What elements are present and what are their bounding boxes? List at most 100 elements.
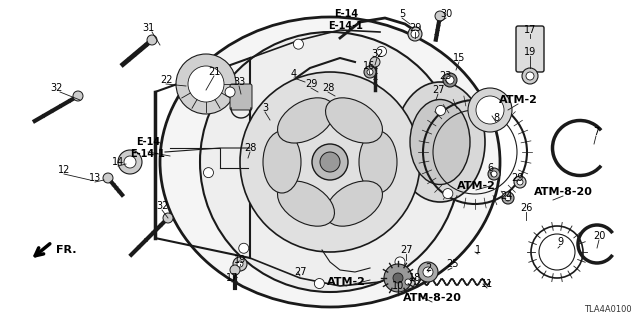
Text: 2: 2 [425,263,431,273]
Text: 33: 33 [233,77,245,87]
Circle shape [502,192,514,204]
Circle shape [124,156,136,168]
Text: 17: 17 [524,25,536,35]
Circle shape [73,91,83,101]
Text: 22: 22 [160,75,172,85]
Circle shape [468,88,512,132]
Circle shape [293,39,303,49]
Text: 20: 20 [593,231,605,241]
Circle shape [514,176,526,188]
Ellipse shape [359,131,397,193]
Text: 11: 11 [481,279,493,289]
Text: 8: 8 [493,113,499,123]
Circle shape [320,152,340,172]
Ellipse shape [278,98,335,143]
Text: 29: 29 [511,173,523,183]
Circle shape [237,261,243,267]
Circle shape [230,265,240,275]
Circle shape [443,188,453,199]
Text: 1: 1 [475,245,481,255]
Text: 32: 32 [371,49,383,59]
Circle shape [103,173,113,183]
Text: 12: 12 [58,165,70,175]
Text: E-14
E-14-1: E-14 E-14-1 [328,9,364,31]
Circle shape [491,171,497,177]
Text: 19: 19 [524,47,536,57]
Text: 28: 28 [322,83,334,93]
Text: TLA4A0100: TLA4A0100 [584,305,632,314]
Circle shape [312,144,348,180]
Text: 19: 19 [234,255,246,265]
Text: 4: 4 [291,69,297,79]
Text: 3: 3 [262,103,268,113]
FancyBboxPatch shape [230,84,252,110]
Text: 27: 27 [432,85,444,95]
Ellipse shape [160,17,500,307]
Circle shape [204,168,214,178]
Circle shape [163,213,173,223]
Text: 27: 27 [294,267,307,277]
Circle shape [435,11,445,21]
Circle shape [395,257,405,267]
Circle shape [233,257,247,271]
Circle shape [411,30,419,38]
Circle shape [517,179,523,185]
Circle shape [314,278,324,289]
Circle shape [364,66,376,78]
Text: ATM-2: ATM-2 [326,277,365,287]
Text: 10: 10 [392,281,404,291]
Circle shape [147,35,157,45]
Circle shape [423,267,433,277]
Ellipse shape [326,181,383,226]
Ellipse shape [410,100,470,185]
Text: 16: 16 [363,61,375,71]
Circle shape [188,66,224,102]
Text: ATM-8-20: ATM-8-20 [403,293,461,303]
Ellipse shape [326,98,383,143]
Text: 25: 25 [445,259,458,269]
Circle shape [418,262,438,282]
Circle shape [436,106,445,116]
Circle shape [476,96,504,124]
Circle shape [401,275,415,289]
Ellipse shape [263,131,301,193]
Circle shape [240,72,420,252]
Circle shape [367,69,373,75]
Circle shape [239,243,249,253]
Circle shape [118,150,142,174]
Text: 15: 15 [453,53,465,63]
Text: 27: 27 [400,245,412,255]
Circle shape [443,73,457,87]
Text: 29: 29 [305,79,317,89]
Text: 31: 31 [142,23,154,33]
Text: ATM-2: ATM-2 [456,181,495,191]
Circle shape [446,76,454,84]
Text: E-14
E-14-1: E-14 E-14-1 [131,137,165,159]
Circle shape [408,27,422,41]
Text: 17: 17 [226,273,238,283]
Text: 21: 21 [208,67,220,77]
Text: 7: 7 [593,127,599,137]
Text: 29: 29 [409,23,421,33]
FancyBboxPatch shape [516,26,544,72]
Text: ATM-2: ATM-2 [499,95,538,105]
Circle shape [393,273,403,283]
Text: 26: 26 [520,203,532,213]
Text: 5: 5 [399,9,405,19]
Circle shape [488,168,500,180]
Text: FR.: FR. [56,245,77,255]
Circle shape [376,46,387,56]
Text: 30: 30 [440,9,452,19]
Circle shape [370,57,380,67]
Text: 18: 18 [409,273,421,283]
Circle shape [505,195,511,201]
Circle shape [384,264,412,292]
Circle shape [225,87,235,97]
Text: 32: 32 [156,201,168,211]
Text: 24: 24 [500,191,512,201]
Text: ATM-8-20: ATM-8-20 [534,187,593,197]
Ellipse shape [395,82,485,202]
Text: 14: 14 [112,157,124,167]
Ellipse shape [278,181,335,226]
Circle shape [522,68,538,84]
